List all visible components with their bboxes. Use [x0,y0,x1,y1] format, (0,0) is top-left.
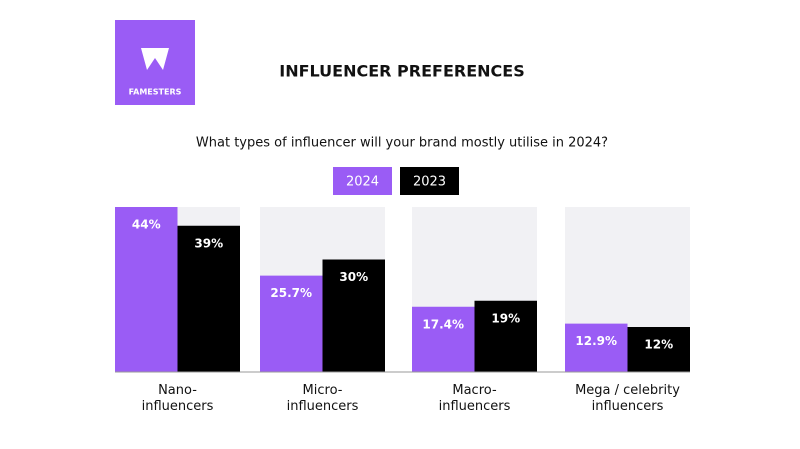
legend-swatch [333,167,392,195]
value-label: 12% [644,338,673,352]
bar [115,207,178,372]
bar [177,225,240,372]
logo [115,20,195,105]
legend-label: 2024 [346,175,379,190]
bar [322,259,385,372]
value-label: 12.9% [575,334,617,348]
category-label: Nano- influencers [141,383,214,414]
bar [627,327,690,372]
category-label: Macro- influencers [438,383,511,414]
value-label: 39% [194,236,223,250]
category-label: Mega / celebrity influencers [575,383,680,414]
legend-label: 2023 [413,175,446,190]
legend-swatch [400,167,459,195]
bar [412,306,475,372]
chart-subtitle: What types of influencer will your brand… [196,136,608,151]
category-label: Micro- influencers [286,383,359,414]
chart-title: INFLUENCER PREFERENCES [279,62,524,81]
bar [474,300,537,372]
value-label: 19% [491,311,520,325]
bar [260,275,323,372]
bar [565,323,628,372]
value-label: 25.7% [270,286,312,300]
value-label: 30% [339,270,368,284]
logo-icon [141,48,169,70]
brand: FAMESTERS [129,88,182,97]
value-label: 44% [132,218,161,232]
value-label: 17.4% [422,317,464,331]
